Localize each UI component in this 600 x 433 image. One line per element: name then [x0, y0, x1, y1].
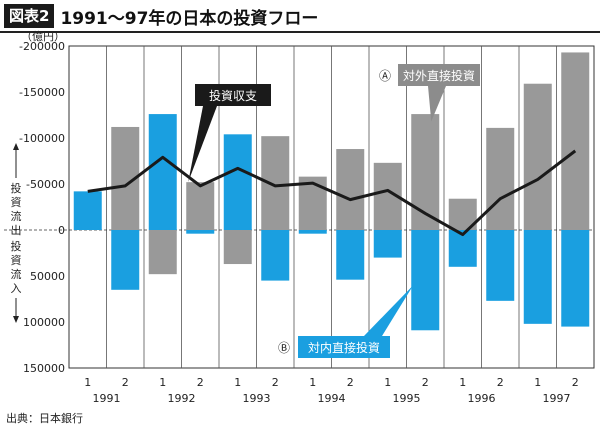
x-tick-half: 1: [234, 376, 241, 389]
side-label-outflow-char: 資: [11, 196, 22, 209]
arrow-down-head: [13, 316, 19, 323]
bar-outward-fdi: [561, 52, 590, 230]
bar-inward-fdi: [186, 230, 215, 234]
header-divider: [0, 31, 600, 33]
bar-inward-fdi: [486, 230, 515, 301]
series-label-balance: 投資収支: [209, 88, 257, 103]
x-tick-year: 1994: [318, 392, 346, 405]
bar-inward-fdi: [411, 230, 440, 331]
x-tick-half: 2: [572, 376, 579, 389]
x-tick-year: 1995: [393, 392, 421, 405]
marker-a: Ⓐ: [379, 69, 391, 83]
marker-b: Ⓑ: [278, 341, 290, 355]
figure-badge: 図表2: [4, 4, 55, 28]
x-tick-year: 1993: [243, 392, 271, 405]
x-tick-half: 2: [422, 376, 429, 389]
annotation-layer: 投資収支 Ⓐ 対外直接投資 Ⓑ 対内直接投資: [188, 64, 480, 358]
line-layer: [87, 149, 577, 237]
series-label-outward: 対外直接投資: [403, 68, 475, 83]
callout-box-inward: [298, 336, 390, 358]
side-label-outflow-char: 投: [11, 181, 22, 195]
bar-inward-fdi: [223, 134, 252, 230]
x-tick-half: 1: [159, 376, 166, 389]
chart-header: 図表2 1991〜97年の日本の投資フロー: [4, 3, 318, 29]
chart-title: 1991〜97年の日本の投資フロー: [60, 8, 319, 29]
bar-outward-fdi: [223, 230, 252, 265]
bar-inward-fdi: [111, 230, 140, 290]
x-tick-half: 1: [384, 376, 391, 389]
x-tick-year: 1997: [543, 392, 571, 405]
callout-pointer-inward: [364, 285, 414, 336]
callout-box-balance: [195, 84, 271, 106]
side-label-inflow-char: 投: [11, 239, 22, 253]
x-tick-half: 1: [534, 376, 541, 389]
bar-inward-fdi: [73, 191, 102, 230]
side-label-outflow-char: 流: [11, 209, 22, 223]
x-tick-half: 2: [497, 376, 504, 389]
y-tick-label: 50000: [30, 270, 65, 283]
bar-inward-fdi: [148, 114, 177, 230]
y-tick-label: -100000: [19, 132, 65, 145]
y-tick-label: 0: [58, 224, 65, 237]
bars-layer: [73, 52, 590, 331]
callout-pointer-balance: [188, 106, 217, 182]
bar-outward-fdi: [486, 127, 515, 230]
x-tick-half: 1: [84, 376, 91, 389]
unit-label: （億円）: [21, 30, 65, 43]
callout-box-outward: [398, 64, 480, 86]
y-tick-label: -200000: [19, 40, 65, 53]
bar-inward-fdi: [448, 230, 477, 267]
series-label-inward: 対内直接投資: [308, 340, 380, 355]
bar-outward-fdi: [298, 176, 327, 230]
bar-outward-fdi: [411, 114, 440, 230]
bar-inward-fdi: [336, 230, 365, 280]
bar-outward-fdi: [186, 182, 215, 230]
y-tick-label: 100000: [23, 316, 65, 329]
y-tick-label: 150000: [23, 362, 65, 375]
x-tick-half: 2: [272, 376, 279, 389]
x-tick-year: 1992: [168, 392, 196, 405]
x-tick-half: 2: [347, 376, 354, 389]
axis-layer: -200000 -150000 -100000 -50000 0 50000 100000 1…: [11, 30, 579, 405]
bar-inward-fdi: [523, 230, 552, 324]
side-label-inflow-char: 流: [11, 267, 22, 281]
line-investment-balance: [87, 149, 577, 237]
side-label-inflow-char: 入: [11, 282, 22, 295]
bar-inward-fdi: [298, 230, 327, 234]
x-tick-half: 1: [309, 376, 316, 389]
bar-inward-fdi: [561, 230, 590, 327]
bar-inward-fdi: [373, 230, 402, 258]
x-tick-half: 1: [459, 376, 466, 389]
x-tick-year: 1991: [93, 392, 121, 405]
bar-outward-fdi: [336, 149, 365, 230]
source-note: 出典：日本銀行: [6, 412, 83, 425]
bar-outward-fdi: [261, 136, 290, 230]
side-label-outflow-char: 出: [11, 223, 22, 237]
bar-outward-fdi: [148, 230, 177, 275]
y-tick-label: -50000: [26, 178, 65, 191]
side-label-inflow-char: 資: [11, 254, 22, 267]
bar-outward-fdi: [523, 83, 552, 230]
x-tick-half: 2: [197, 376, 204, 389]
bar-inward-fdi: [261, 230, 290, 281]
callout-pointer-outward: [428, 86, 446, 122]
x-tick-year: 1996: [468, 392, 496, 405]
arrow-up-head: [13, 143, 19, 150]
y-tick-label: -150000: [19, 86, 65, 99]
x-tick-half: 2: [122, 376, 129, 389]
